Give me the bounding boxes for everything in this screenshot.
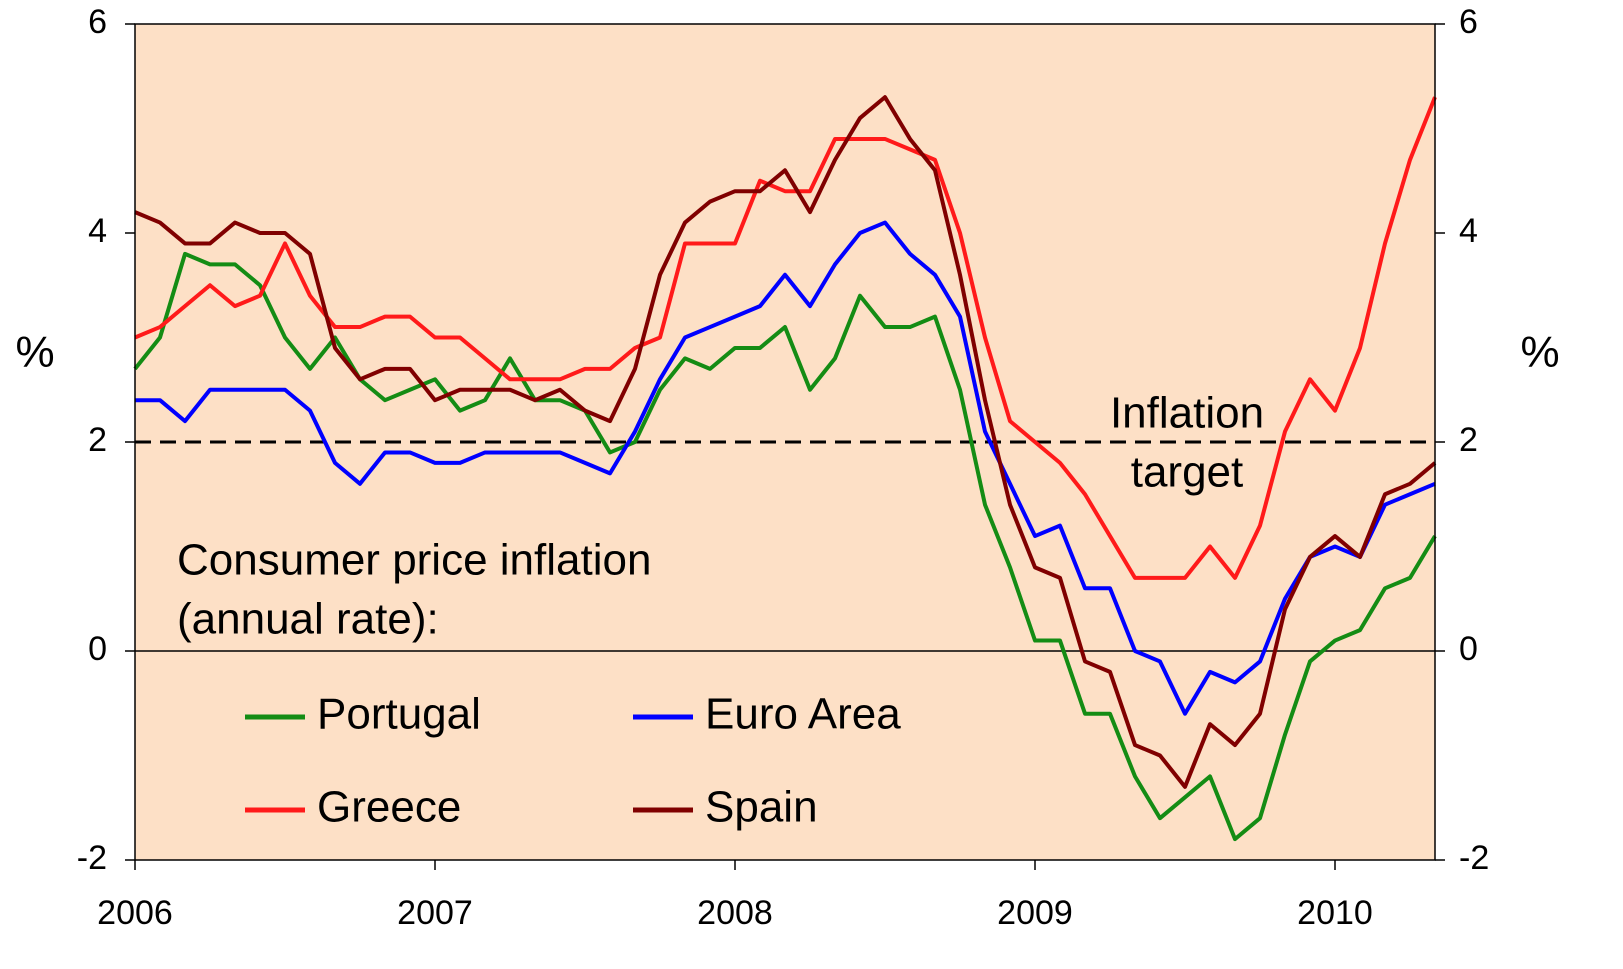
y-axis-label: % — [15, 328, 54, 377]
series-line — [135, 220, 1436, 716]
legend-label: Spain — [705, 783, 818, 832]
x-tick-label: 2007 — [397, 894, 473, 932]
target-label: Inflation — [1110, 389, 1264, 438]
y2-tick-label: 2 — [1459, 421, 1478, 459]
y-tick-label: 6 — [88, 3, 107, 41]
annotation: (annual rate): — [177, 595, 439, 644]
x-tick-label: 2008 — [697, 894, 773, 932]
series-line — [134, 96, 1437, 580]
x-tick-label: 2006 — [97, 894, 173, 932]
y2-tick-label: 0 — [1459, 630, 1478, 668]
y-tick-label: -2 — [77, 839, 107, 877]
x-tick-label: 2010 — [1297, 894, 1373, 932]
x-tick-label: 2009 — [997, 894, 1073, 932]
series-line — [134, 95, 1437, 789]
y-tick-label: 4 — [88, 212, 107, 250]
target-label: target — [1131, 448, 1244, 497]
y2-tick-label: -2 — [1459, 839, 1489, 877]
legend-label: Greece — [317, 783, 461, 832]
y-tick-label: 2 — [88, 421, 107, 459]
legend-label: Euro Area — [705, 690, 901, 739]
y2-axis-label: % — [1520, 328, 1559, 377]
y2-tick-label: 6 — [1459, 3, 1478, 41]
series-line — [133, 251, 1437, 842]
annotation: Consumer price inflation — [177, 536, 651, 585]
legend-label: Portugal — [317, 690, 481, 739]
y2-tick-label: 4 — [1459, 212, 1478, 250]
y-tick-label: 0 — [88, 630, 107, 668]
